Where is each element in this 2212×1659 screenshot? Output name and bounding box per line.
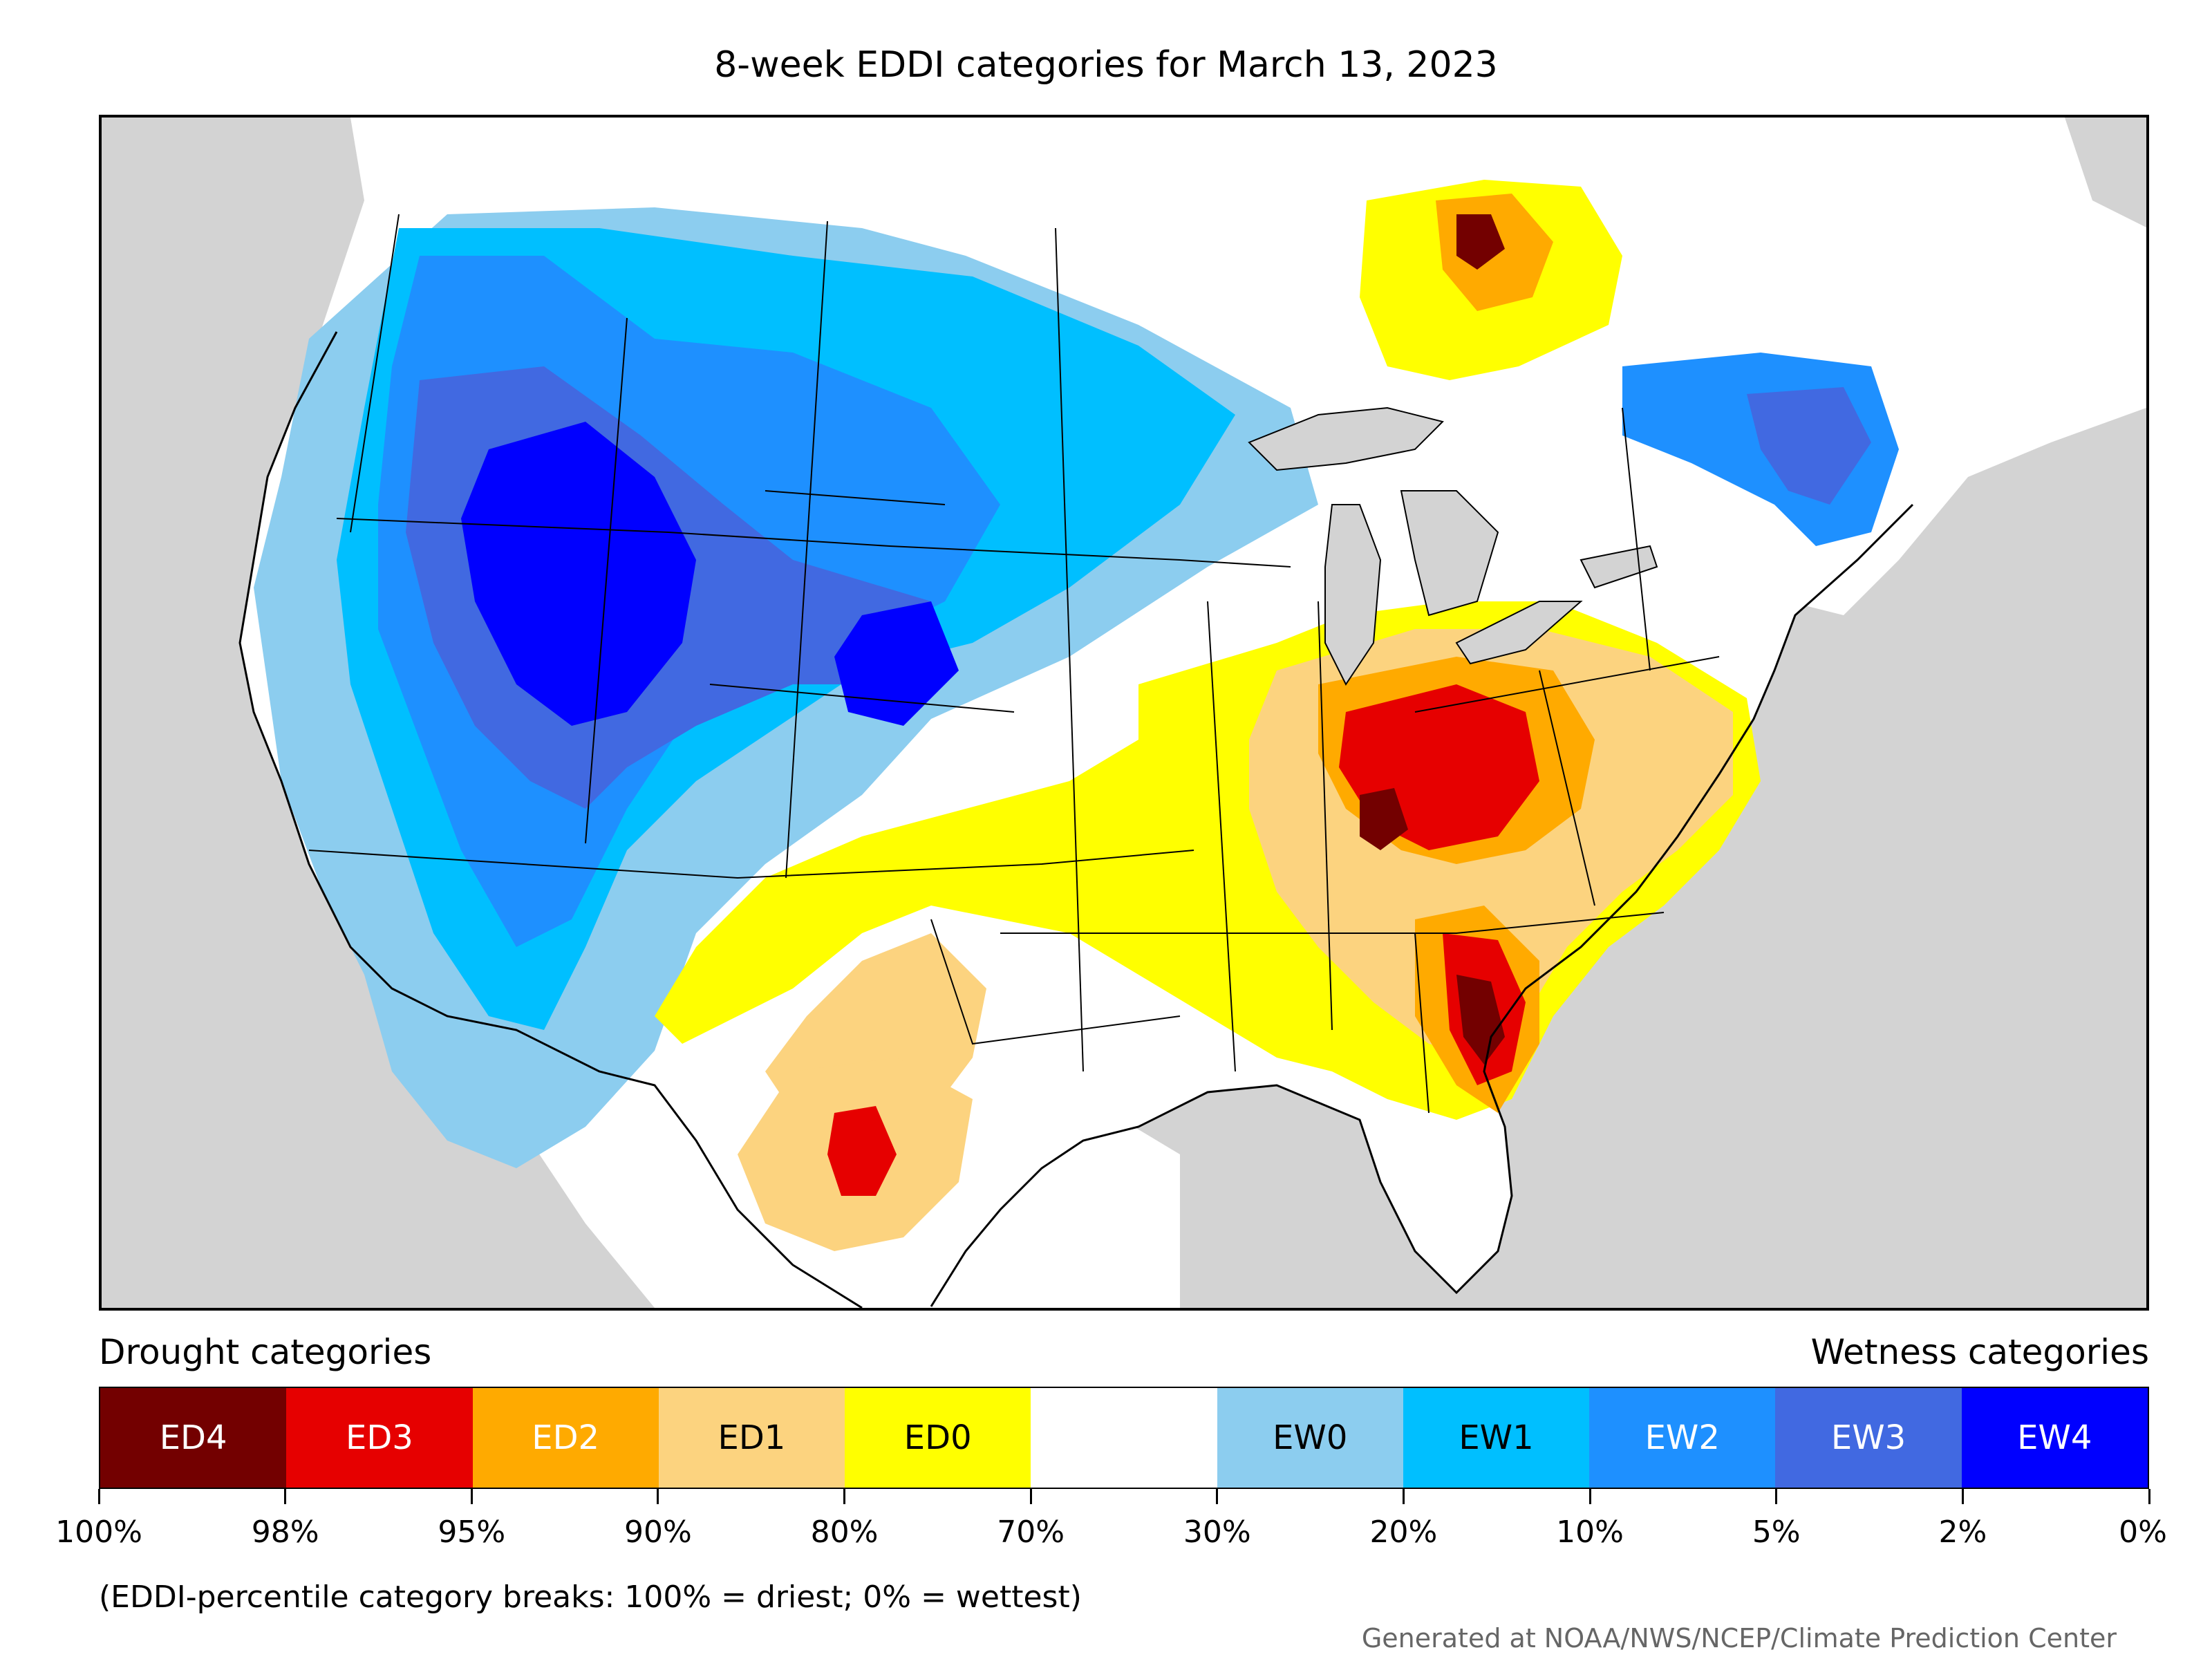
colorbar-tick-label: 5%	[1752, 1515, 1801, 1550]
state-borders	[308, 214, 1720, 1114]
ed-great-lakes-center	[1456, 214, 1505, 270]
lake-erie	[1455, 601, 1583, 665]
colorbar-tick-label: 98%	[251, 1515, 319, 1550]
colorbar-tick	[1029, 1489, 1032, 1504]
category-swatch: ED2	[472, 1388, 659, 1488]
category-swatch: EW1	[1403, 1388, 1590, 1488]
wetness-categories-heading: Wetness categories	[1810, 1332, 2149, 1372]
colorbar-tick	[657, 1489, 659, 1504]
colorbar-tick-label: 70%	[997, 1515, 1065, 1550]
colorbar-tick	[2148, 1489, 2150, 1504]
colorbar-tick-label: 30%	[1183, 1515, 1251, 1550]
colorbar-tick	[1775, 1489, 1778, 1504]
credit-line: Generated at NOAA/NWS/NCEP/Climate Predi…	[1361, 1623, 2117, 1653]
lake-michigan	[1324, 504, 1382, 686]
ed-texas-core	[827, 1106, 897, 1196]
colorbar-tick	[470, 1489, 473, 1504]
colorbar-tick	[97, 1489, 100, 1504]
drought-categories-heading: Drought categories	[99, 1332, 432, 1372]
eddi-map	[102, 118, 2146, 1308]
colorbar-tick	[843, 1489, 846, 1504]
category-swatch: ED1	[658, 1388, 845, 1488]
ed4-region	[1360, 788, 1505, 1065]
colorbar-tick-label: 80%	[810, 1515, 879, 1550]
coastline	[238, 331, 1914, 1308]
colorbar-tick-label: 0%	[2119, 1515, 2167, 1550]
category-swatch: EW0	[1217, 1388, 1403, 1488]
map-frame	[99, 115, 2149, 1311]
category-swatch: EW4	[1961, 1388, 2148, 1488]
lake-huron	[1400, 490, 1499, 617]
colorbar-tick	[1588, 1489, 1591, 1504]
category-colorbar: ED4 ED3 ED2 ED1 ED0 EW0 EW1 EW2 EW3 EW4	[99, 1387, 2149, 1489]
colorbar-tick	[284, 1489, 287, 1504]
colorbar-tick-label: 100%	[55, 1515, 142, 1550]
colorbar-tick-label: 90%	[624, 1515, 692, 1550]
category-swatch	[1031, 1388, 1217, 1488]
category-swatch: ED4	[100, 1388, 287, 1488]
colorbar-tick-label: 2%	[1938, 1515, 1987, 1550]
colorbar-tick-label: 95%	[438, 1515, 506, 1550]
colorbar-tick-label: 20%	[1369, 1515, 1438, 1550]
colorbar-tick	[1961, 1489, 1964, 1504]
colorbar-tick-label: 10%	[1556, 1515, 1624, 1550]
ew-northeast-core	[1747, 387, 1871, 505]
category-footnote: (EDDI-percentile category breaks: 100% =…	[99, 1580, 1082, 1615]
category-swatch: EW3	[1775, 1388, 1962, 1488]
colorbar-tick	[1402, 1489, 1405, 1504]
map-title: 8-week EDDI categories for March 13, 202…	[714, 44, 1498, 86]
category-swatch: EW2	[1589, 1388, 1776, 1488]
lake-superior	[1248, 406, 1444, 471]
category-swatch: ED3	[286, 1388, 473, 1488]
category-swatch: ED0	[845, 1388, 1031, 1488]
ew4-region	[461, 422, 959, 726]
colorbar-tick	[1216, 1489, 1219, 1504]
